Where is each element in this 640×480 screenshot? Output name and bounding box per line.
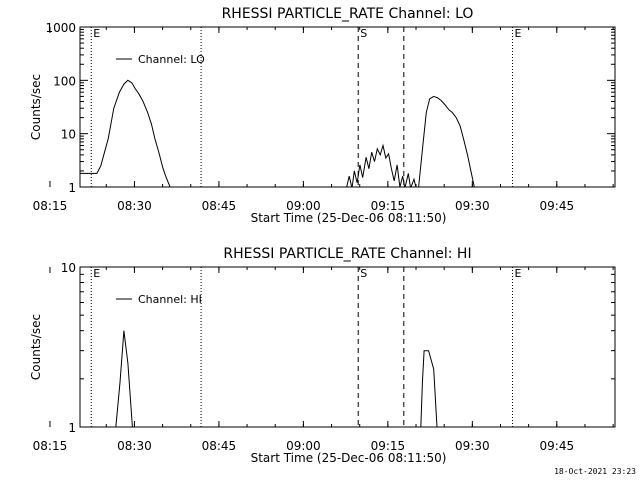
x-tick-label: 08:30 <box>117 199 152 213</box>
chart-title: RHESSI PARTICLE_RATE Channel: LO <box>222 6 474 22</box>
timestamp-footer: 18-Oct-2021 23:23 <box>554 467 636 476</box>
x-axis-label: Start Time (25-Dec-06 08:11:50) <box>251 451 447 465</box>
chart-panel-1: RHESSI PARTICLE_RATE Channel: LO Start Ti… <box>29 6 616 225</box>
y-tick-label: 1 <box>68 181 76 195</box>
y-axis-label: Counts/sec <box>29 314 43 380</box>
plot-frame <box>79 26 616 188</box>
x-tick-label: 08:15 <box>33 199 68 213</box>
chart-title: RHESSI PARTICLE_RATE Channel: HI <box>223 246 471 262</box>
x-axis-label: Start Time (25-Dec-06 08:11:50) <box>251 211 447 225</box>
y-tick-label: 10 <box>61 261 76 275</box>
marker-label-E: E <box>515 27 522 40</box>
y-tick-label: 1 <box>68 421 76 435</box>
series-line-lo <box>80 79 475 187</box>
legend-label: Channel: LO <box>138 53 205 66</box>
chart-panel-2: RHESSI PARTICLE_RATE Channel: HI Start Ti… <box>29 246 616 465</box>
x-tick-label: 09:00 <box>286 439 321 453</box>
x-tick-label: 09:15 <box>371 439 406 453</box>
x-tick-label: 09:00 <box>286 199 321 213</box>
marker-label-E: E <box>515 267 522 280</box>
x-tick-label: 08:45 <box>202 439 237 453</box>
plot-frame <box>79 266 616 428</box>
marker-label-E: E <box>93 27 100 40</box>
x-tick-label: 09:45 <box>540 199 575 213</box>
y-tick-label: 10 <box>61 128 76 142</box>
y-tick-label: 1000 <box>45 21 76 35</box>
marker-label-S: S <box>360 267 367 280</box>
y-tick-label: 100 <box>53 74 76 88</box>
x-tick-label: 08:45 <box>202 199 237 213</box>
x-tick-label: 08:30 <box>117 439 152 453</box>
x-tick-label: 09:45 <box>540 439 575 453</box>
x-tick-label: 09:15 <box>371 199 406 213</box>
legend-label: Channel: HI <box>138 293 202 306</box>
marker-label-E: E <box>93 267 100 280</box>
marker-label-S: S <box>360 27 367 40</box>
y-axis-label: Counts/sec <box>29 74 43 140</box>
series-line-hi <box>115 330 438 427</box>
x-tick-label: 09:30 <box>455 199 490 213</box>
x-tick-label: 09:30 <box>455 439 490 453</box>
x-tick-label: 08:15 <box>33 439 68 453</box>
